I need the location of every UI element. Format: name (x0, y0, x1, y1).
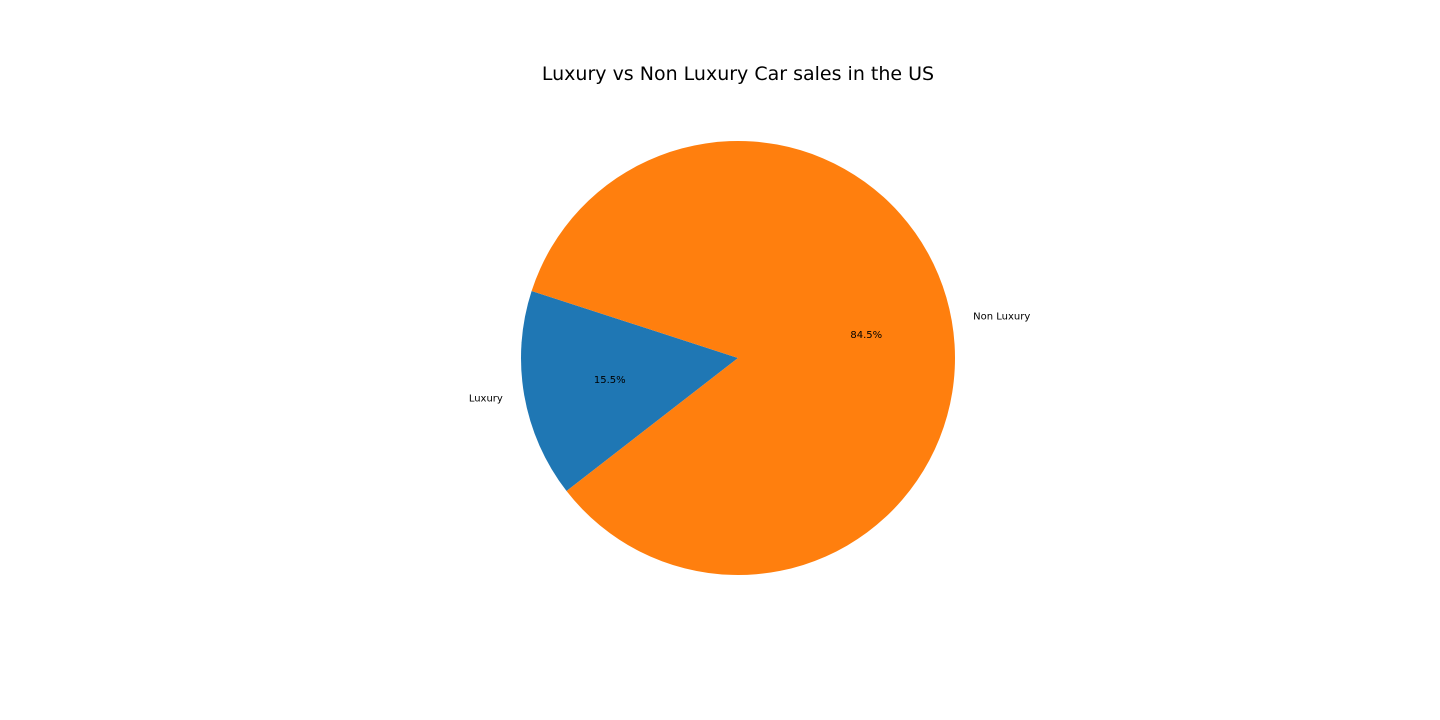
slice-percent-luxury: 15.5% (594, 375, 626, 386)
slice-percent-non-luxury: 84.5% (850, 330, 882, 341)
pie-labels: Luxury 15.5% Non Luxury 84.5% (469, 311, 1031, 404)
pie-slices (520, 141, 955, 576)
pie-slice-luxury (520, 290, 738, 492)
pie-slice-non-luxury (531, 141, 955, 576)
slice-label-luxury: Luxury (469, 394, 503, 405)
chart-title: Luxury vs Non Luxury Car sales in the US (542, 63, 934, 85)
slice-label-non-luxury: Non Luxury (973, 311, 1030, 322)
